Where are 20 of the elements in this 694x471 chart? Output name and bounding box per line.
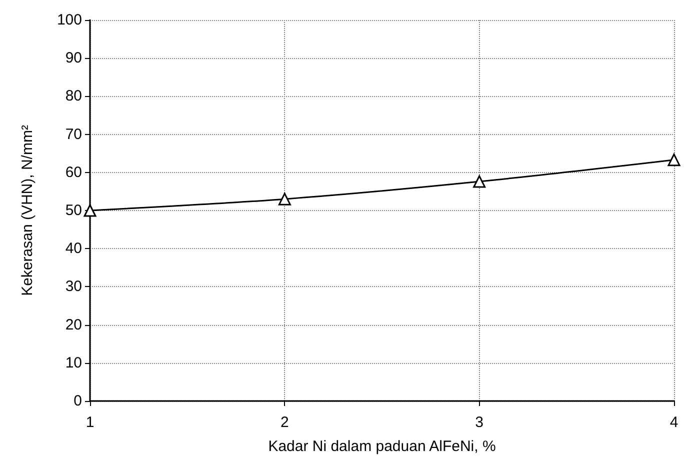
y-tick-label: 40: [65, 240, 82, 258]
y-tick-label: 90: [65, 50, 82, 67]
y-axis-title: Kekerasan (VHN), N/mm²: [19, 125, 36, 296]
point: [473, 175, 486, 188]
point: [668, 154, 680, 166]
y-tick-label: 10: [65, 354, 82, 372]
y-tick-label: 30: [65, 278, 82, 296]
y-tick-label: 20: [65, 316, 82, 334]
point: [278, 192, 291, 206]
y-tick-label: 50: [65, 202, 82, 219]
y-tick-label: 60: [65, 164, 82, 181]
x-tick-label: 4: [670, 414, 678, 431]
x-tick-label: 2: [280, 414, 289, 431]
x-axis-title: Kadar Ni dalam paduan AlFeNi, %: [268, 438, 496, 455]
y-tick-label: 80: [65, 88, 82, 105]
y-tick-label: 70: [65, 126, 82, 143]
y-tick-label: 0: [74, 392, 82, 410]
x-tick-label: 3: [475, 414, 484, 431]
x-tick-label: 1: [86, 414, 94, 431]
y-tick-label: 100: [56, 12, 82, 28]
